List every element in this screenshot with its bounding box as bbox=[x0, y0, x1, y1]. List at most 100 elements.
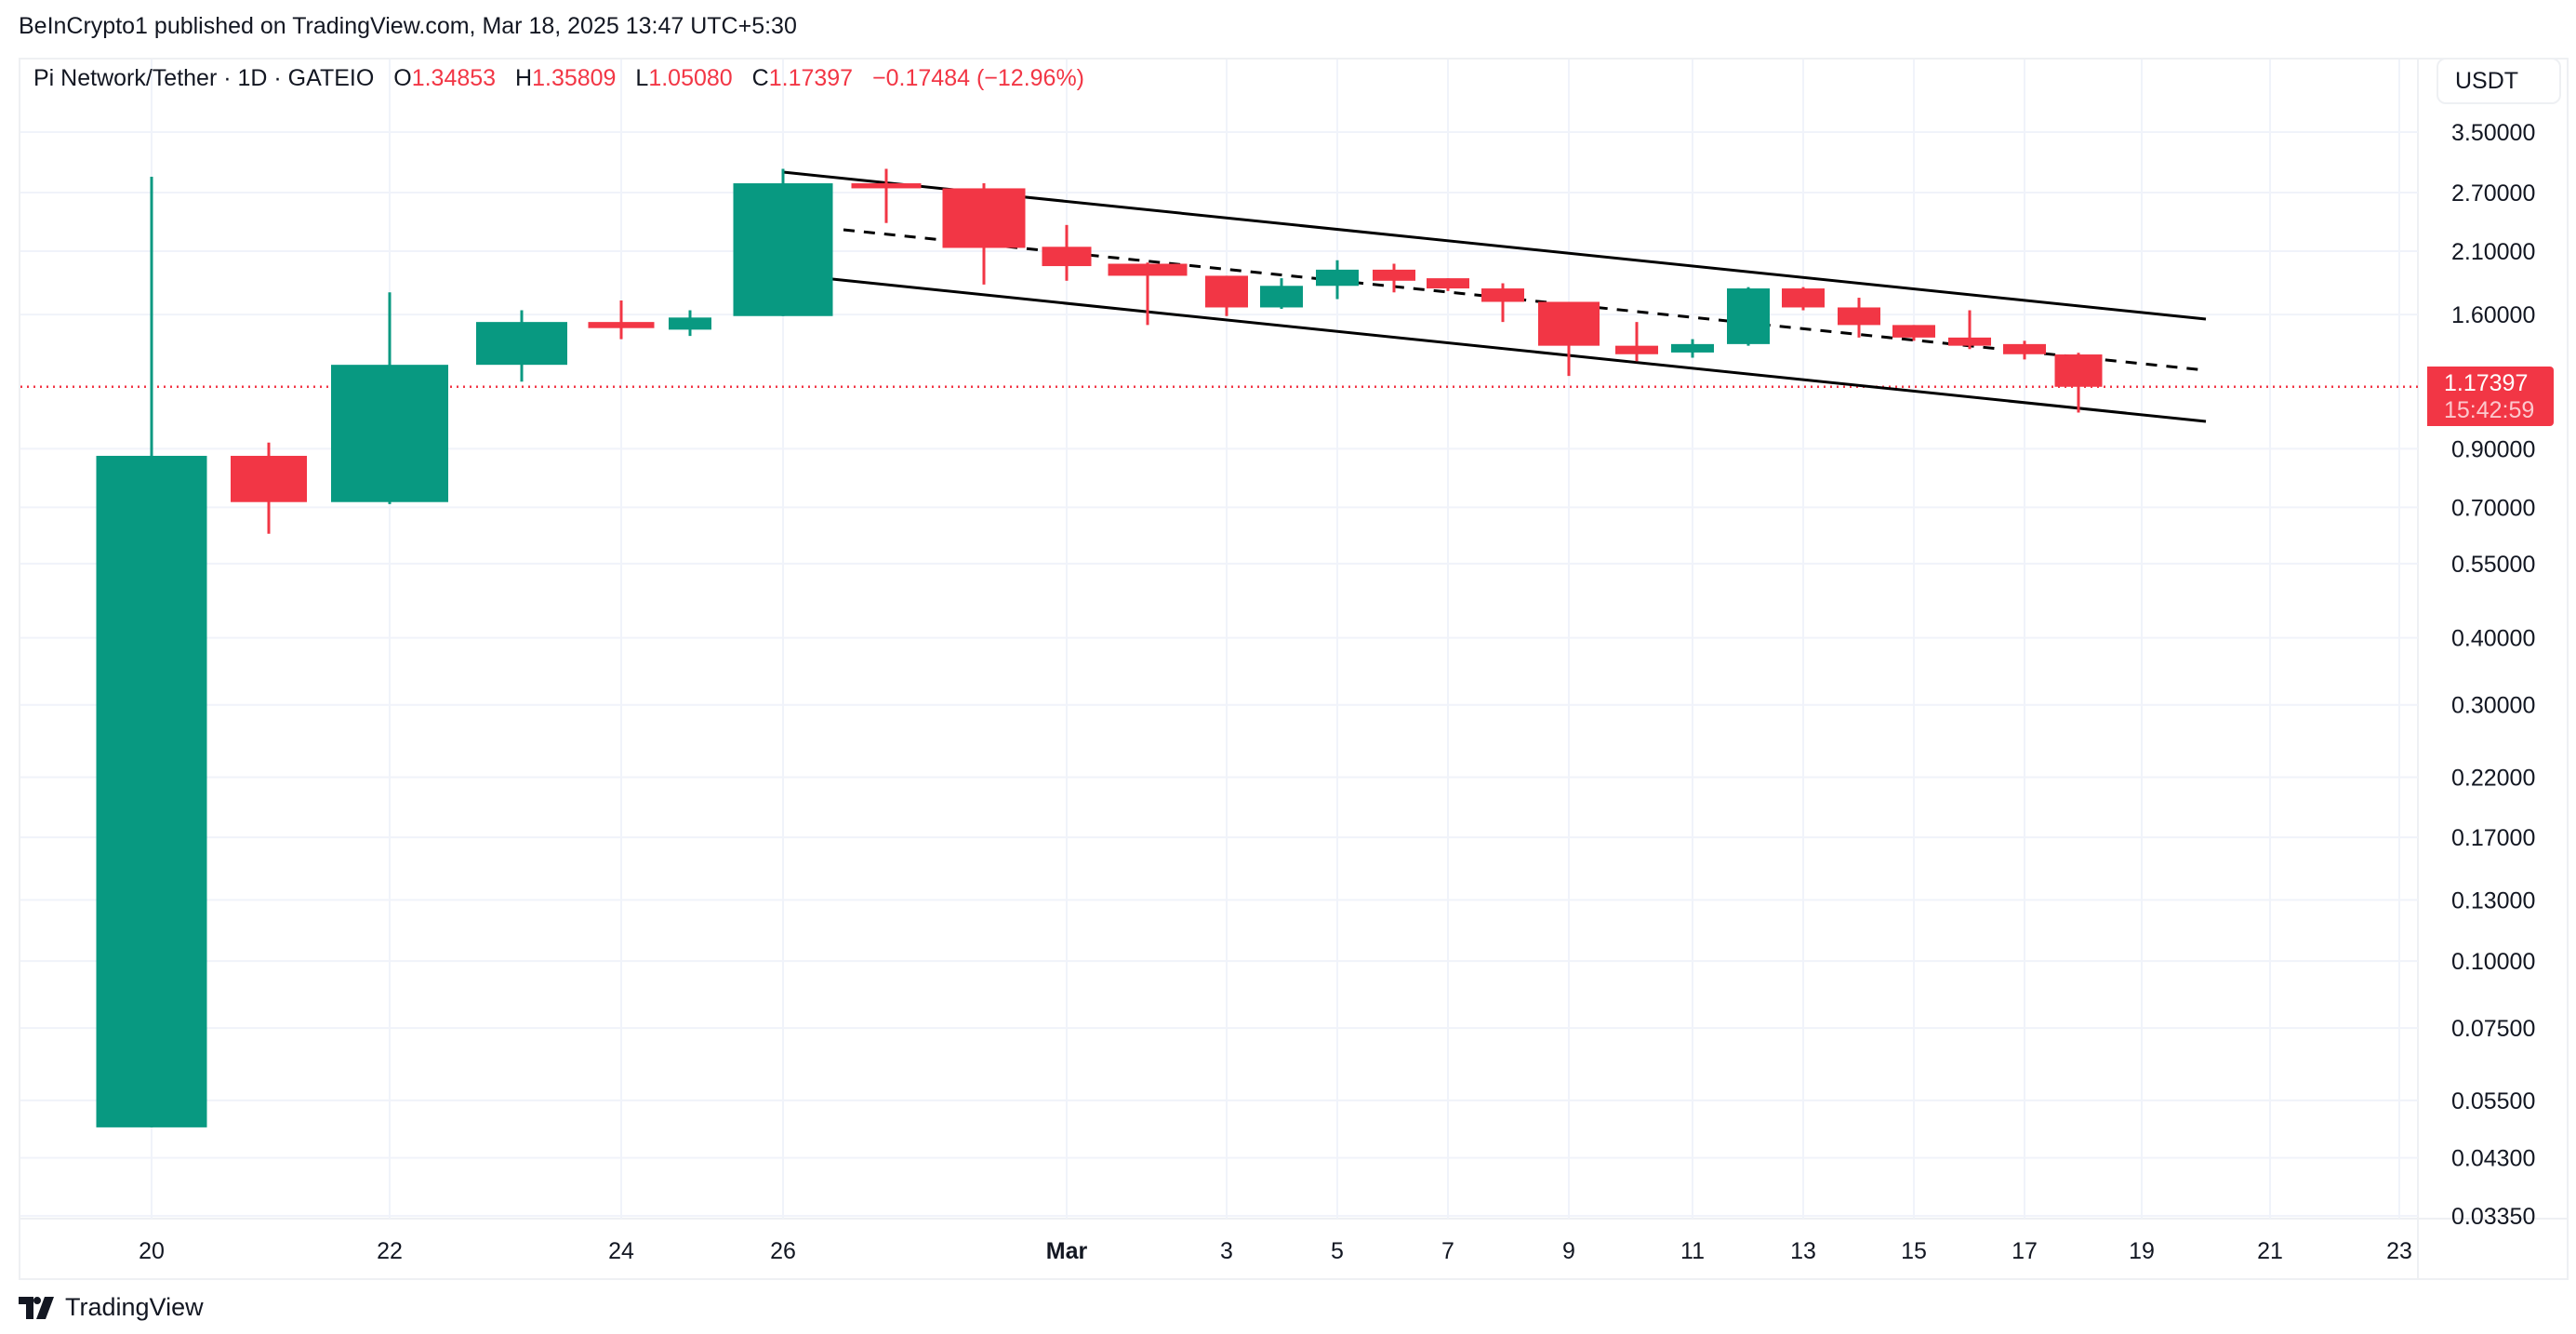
candle bbox=[1260, 278, 1303, 309]
candle bbox=[1108, 262, 1188, 326]
price-tick-label: 3.50000 bbox=[2451, 120, 2535, 146]
price-axis-ticks: 3.50000 2.70000 2.10000 1.60000 0.90000 0.700… bbox=[2451, 120, 2535, 1230]
channel-lower-line bbox=[831, 277, 2207, 423]
price-tick-label: 0.10000 bbox=[2451, 949, 2535, 975]
candle-body bbox=[1205, 275, 1248, 308]
price-tick-label: 0.70000 bbox=[2451, 495, 2535, 521]
change-value: −0.17484 (−12.96%) bbox=[872, 65, 1085, 91]
candle bbox=[2003, 340, 2046, 360]
time-tick-label: 17 bbox=[2012, 1238, 2038, 1264]
last-price-value: 1.17397 bbox=[2444, 370, 2529, 396]
candle bbox=[1316, 260, 1359, 300]
price-tick-label: 0.04300 bbox=[2451, 1146, 2535, 1172]
high-label: H bbox=[515, 65, 533, 91]
candle bbox=[1727, 287, 1770, 346]
publish-line: BeInCrypto1 published on TradingView.com… bbox=[19, 13, 797, 39]
candle bbox=[733, 168, 833, 316]
time-tick-label: 11 bbox=[1680, 1238, 1705, 1264]
time-tick-label: 7 bbox=[1441, 1238, 1454, 1264]
candle-body bbox=[1671, 343, 1714, 353]
candle bbox=[476, 310, 567, 382]
candles bbox=[96, 168, 2103, 1127]
grid bbox=[20, 60, 2569, 1280]
open-value: 1.34853 bbox=[411, 65, 497, 91]
time-axis-ticks: 20 22 24 26 Mar 3 5 7 9 11 13 15 17 19 21 23 bbox=[139, 1238, 2412, 1264]
candle bbox=[1892, 325, 1935, 341]
candle-body bbox=[231, 456, 307, 502]
price-tick-label: 0.05500 bbox=[2451, 1088, 2535, 1114]
candle bbox=[331, 292, 448, 504]
candle bbox=[1205, 275, 1248, 316]
time-tick-label: 13 bbox=[1790, 1238, 1816, 1264]
candle bbox=[1948, 310, 1991, 350]
candle bbox=[231, 442, 307, 534]
candle-body bbox=[851, 183, 922, 189]
price-tick-label: 0.07500 bbox=[2451, 1016, 2535, 1042]
time-tick-label: 23 bbox=[2386, 1238, 2412, 1264]
bar-countdown: 15:42:59 bbox=[2444, 397, 2535, 423]
candle-body bbox=[1727, 288, 1770, 344]
time-tick-label: 21 bbox=[2257, 1238, 2283, 1264]
candle-body bbox=[1260, 286, 1303, 308]
time-tick-label: 9 bbox=[1562, 1238, 1575, 1264]
candle-body bbox=[1427, 278, 1469, 289]
candle bbox=[1373, 263, 1415, 293]
candle-body bbox=[1838, 307, 1880, 326]
time-tick-label: 3 bbox=[1220, 1238, 1233, 1264]
candle-body bbox=[96, 456, 207, 1127]
candle-body bbox=[476, 322, 567, 366]
candle-body bbox=[1373, 269, 1415, 281]
price-tick-label: 1.60000 bbox=[2451, 302, 2535, 328]
symbol-legend: Pi Network/Tether · 1D · GATEIO O1.34853… bbox=[33, 65, 1084, 92]
time-tick-label: Mar bbox=[1046, 1238, 1088, 1264]
candle bbox=[1427, 278, 1469, 291]
footer-brand: TradingView bbox=[19, 1293, 204, 1322]
candle bbox=[2054, 353, 2103, 413]
candle bbox=[1615, 322, 1658, 362]
time-tick-label: 22 bbox=[377, 1238, 403, 1264]
candle bbox=[1838, 298, 1880, 338]
high-value: 1.35809 bbox=[532, 65, 617, 91]
price-tick-label: 2.70000 bbox=[2451, 180, 2535, 207]
chart-frame bbox=[19, 58, 2569, 1280]
candle bbox=[1481, 283, 1524, 323]
footer-brand-text: TradingView bbox=[65, 1293, 204, 1321]
candle-body bbox=[1615, 345, 1658, 354]
close-label: C bbox=[751, 65, 769, 91]
candle bbox=[588, 300, 655, 340]
symbol-title[interactable]: Pi Network/Tether · 1D · GATEIO bbox=[33, 65, 375, 91]
time-tick-label: 19 bbox=[2129, 1238, 2155, 1264]
candle-body bbox=[2054, 354, 2103, 387]
candle-body bbox=[1538, 301, 1600, 346]
price-tick-label: 0.40000 bbox=[2451, 626, 2535, 652]
candle bbox=[942, 183, 1026, 285]
candle-body bbox=[942, 188, 1026, 248]
price-tick-label: 0.03350 bbox=[2451, 1204, 2535, 1230]
price-tick-label: 0.22000 bbox=[2451, 765, 2535, 791]
candle-body bbox=[1948, 337, 1991, 346]
candle-body bbox=[1042, 247, 1092, 267]
candle-body bbox=[1481, 288, 1524, 302]
time-tick-label: 20 bbox=[139, 1238, 165, 1264]
currency-button[interactable]: USDT bbox=[2437, 58, 2561, 104]
price-tick-label: 0.30000 bbox=[2451, 693, 2535, 719]
candle bbox=[1782, 287, 1825, 311]
price-tick-label: 0.13000 bbox=[2451, 887, 2535, 914]
close-value: 1.17397 bbox=[768, 65, 854, 91]
low-value: 1.05080 bbox=[648, 65, 733, 91]
price-tick-label: 0.17000 bbox=[2451, 825, 2535, 851]
candle-body bbox=[733, 183, 833, 316]
candle bbox=[1671, 339, 1714, 358]
last-price-label: 1.17397 15:42:59 bbox=[2427, 367, 2554, 426]
candle-body bbox=[2003, 343, 2046, 354]
tradingview-logo-icon bbox=[19, 1296, 54, 1319]
time-tick-label: 15 bbox=[1901, 1238, 1927, 1264]
candle-body bbox=[1892, 325, 1935, 338]
time-tick-label: 26 bbox=[770, 1238, 796, 1264]
candle bbox=[96, 176, 207, 1127]
price-tick-label: 0.90000 bbox=[2451, 436, 2535, 462]
candle-body bbox=[669, 317, 711, 330]
candle-body bbox=[1782, 288, 1825, 308]
candle-body bbox=[1108, 263, 1188, 276]
